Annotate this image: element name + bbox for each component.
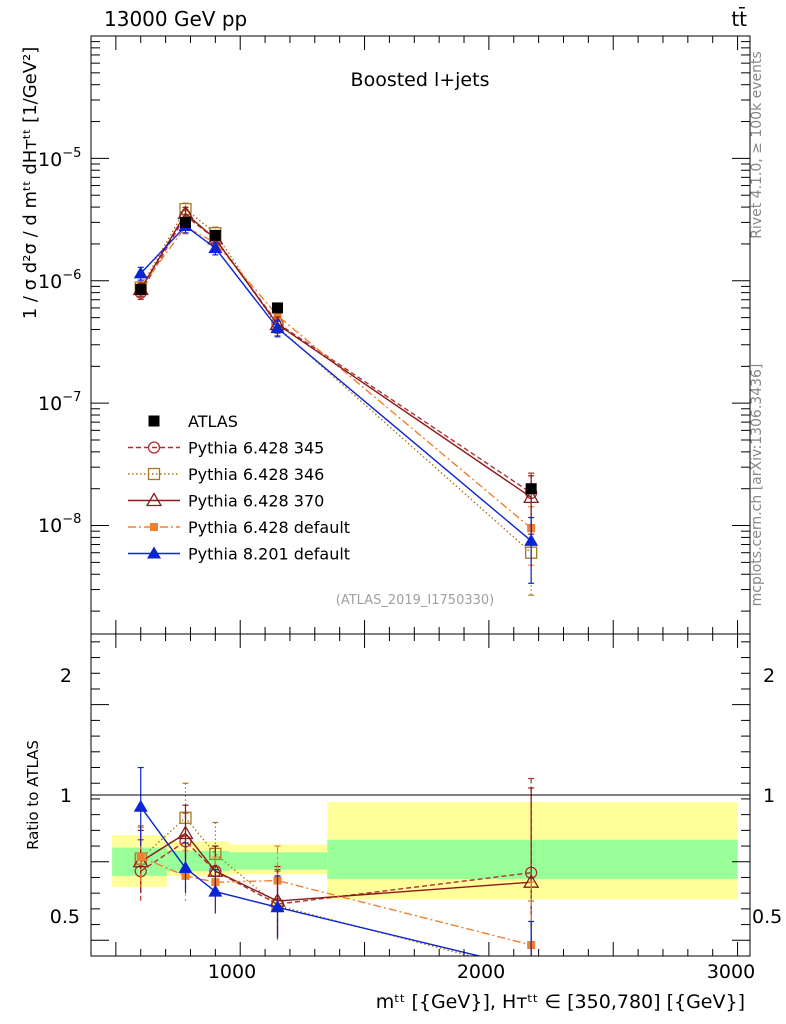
legend-label: Pythia 8.201 default [188,545,350,564]
data-point [179,216,191,228]
legend-label: Pythia 6.428 370 [188,492,324,511]
ratio-plot-series [132,766,540,977]
data-point [209,229,221,241]
rivet-version-label: Rivet 4.1.0, ≥ 100k events [749,51,765,239]
xtick-label: 3000 [707,961,755,983]
series-pythia-6-428-default [136,220,536,566]
ytick-label: 10−8 [38,512,81,537]
mcplots-label: mcplots.cern.ch [arXiv:1306.3436] [749,364,765,607]
legend-entry: Pythia 6.428 370 [128,492,324,511]
series-line [140,856,532,946]
data-point [523,489,540,504]
ratio-ytick-label-left: 0.5 [50,906,80,928]
legend-marker [147,546,161,559]
legend-marker [145,492,163,507]
legend-label: Pythia 6.428 345 [188,439,324,458]
legend-label: ATLAS [188,412,238,431]
legend-entry: Pythia 6.428 default [128,518,350,537]
legend-entry: Pythia 6.428 345 [128,439,324,458]
legend-entry: ATLAS [148,412,238,431]
analysis-tag: (ATLAS_2019_I1750330) [336,593,494,608]
ratio-ytick-label-right: 0.5 [752,906,782,928]
data-point [136,853,145,862]
plot-title: Boosted l+jets [351,69,490,91]
legend-entry: Pythia 8.201 default [128,545,350,564]
legend-label: Pythia 6.428 default [188,518,350,537]
ytick-label: 10−6 [38,268,81,293]
data-point [208,241,223,254]
data-point [135,283,147,295]
legend-marker [148,415,160,427]
ytick-label: 10−7 [38,390,81,415]
data-point [273,311,282,320]
main-ylabel: 1 / σ d²σ / d mᵗᵗ dHᴛᵗᵗ [1/GeV²] [20,47,41,320]
ratio-ytick-label-left: 1 [60,785,72,807]
data-point [270,900,285,913]
series-pythia-8-201-default [133,219,539,584]
inner-band [112,847,167,876]
process-label: tt̄ [731,6,747,31]
series-pythia-6-428-370 [132,205,540,535]
inner-band [327,839,738,880]
xtick-label: 1000 [208,961,256,983]
legend-marker [147,467,161,481]
axis-ticks [91,36,750,956]
main-ytick-labels: 10−5 10−6 10−7 10−8 [38,146,81,537]
ratio-ytick-label-right: 1 [763,785,775,807]
data-point [178,861,193,874]
ratio-ytick-label-right: 2 [763,665,775,687]
data-point [272,302,284,314]
legend-entry: Pythia 6.428 346 [128,465,324,484]
data-point [526,966,537,977]
xtick-label: 2000 [457,961,505,983]
data-point [525,483,537,495]
legend-marker [147,441,161,454]
series-line [140,816,474,956]
data-point [208,884,223,897]
legend-marker [150,523,158,531]
data-point [177,825,194,840]
data-point [524,962,538,974]
ratio-series-pythia-8-201-default [133,766,538,974]
main-plot-series [132,202,540,596]
ratio-ylabel: Ratio to ATLAS [24,740,42,850]
series-atlas [135,216,537,495]
ytick-label: 10−5 [38,146,81,171]
data-point [133,799,148,812]
energy-label: 13000 GeV pp [104,7,247,31]
legend: ATLAS Pythia 6.428 345 Pythia 6.428 346 Pyt… [128,412,350,564]
data-point [133,266,148,279]
data-point [270,321,285,334]
xlabel: mᵗᵗ [{GeV}], Hᴛᵗᵗ ∈ [350,780] [{GeV}] [376,991,745,1013]
data-point [524,533,539,546]
inner-band [229,852,328,870]
ratio-ytick-label-left: 2 [60,665,72,687]
legend-label: Pythia 6.428 346 [188,465,324,484]
